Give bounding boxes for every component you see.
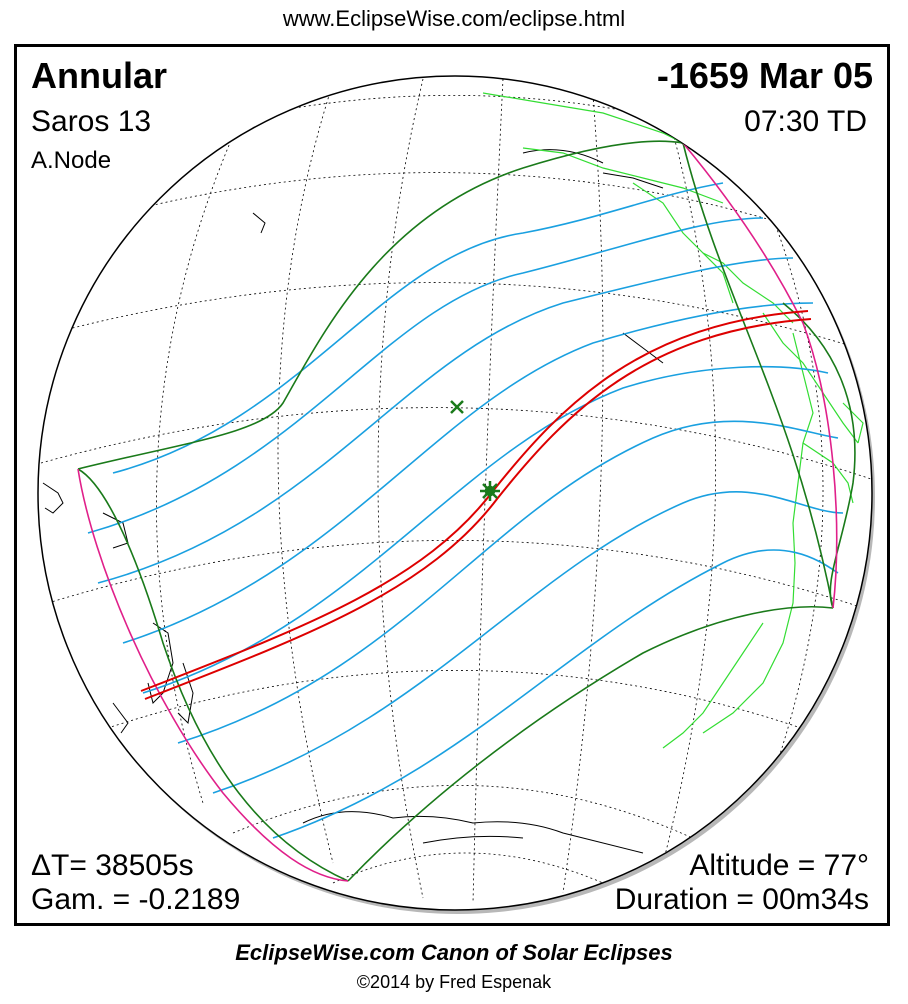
eclipse-date: -1659 Mar 05: [656, 55, 873, 96]
globe-map: [37, 75, 875, 914]
coastlines-east: [482, 92, 864, 749]
saros-label: Saros 13: [31, 105, 152, 138]
globe-disk: [37, 75, 873, 911]
duration-label: Duration = 00m34s: [614, 883, 869, 916]
delta-t-label: ΔT= 38505s: [31, 849, 194, 882]
footer-copyright: ©2014 by Fred Espenak: [356, 972, 552, 992]
x-mark-icon: [450, 400, 464, 414]
penumbral-limits: [77, 140, 856, 882]
eclipse-time: 07:30 TD: [744, 105, 867, 138]
footer-title: EclipseWise.com Canon of Solar Eclipses: [235, 940, 673, 965]
node-label: A.Node: [31, 147, 112, 174]
magnitude-contours: [87, 182, 844, 839]
altitude-label: Altitude = 77°: [689, 849, 869, 882]
rise-set-curves: [77, 142, 838, 882]
star-burst-icon: [480, 481, 500, 501]
gamma-label: Gam. = -0.2189: [31, 883, 241, 916]
coastlines: [42, 149, 664, 854]
eclipse-type: Annular: [31, 55, 168, 96]
eclipse-map-frame: Annular -1659 Mar 05 Saros 13 07:30 TD A…: [14, 44, 890, 926]
header-url[interactable]: www.EclipseWise.com/eclipse.html: [282, 6, 626, 31]
